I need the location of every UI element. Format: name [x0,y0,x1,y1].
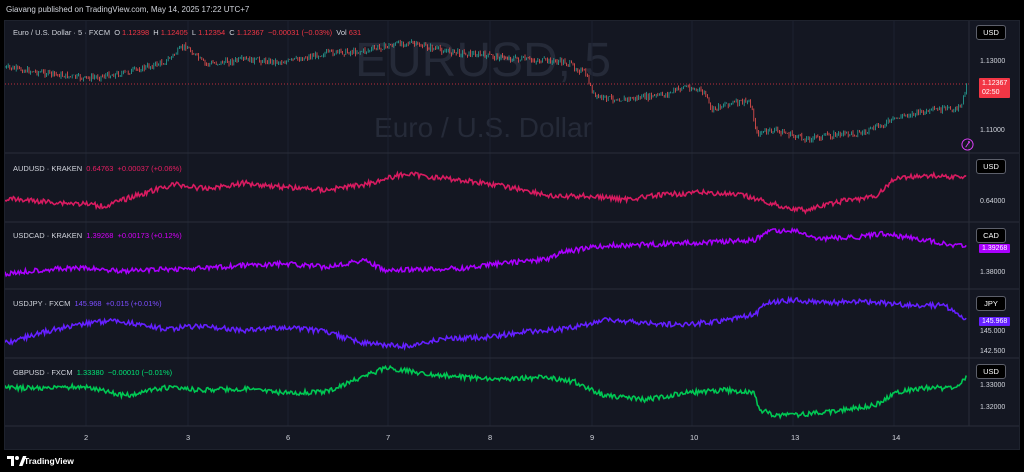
settings-icon[interactable] [961,138,974,151]
last-value: 145.968 [74,299,102,308]
last-value: 1.39268 [86,231,114,240]
last-price-tag-eurusd: 1.12367 02:50 [979,78,1011,98]
time-tick: 14 [892,433,901,442]
footer-bar: TradingView [0,450,1024,472]
price-tick: 142.500 [980,348,1006,355]
change-value: +0.00173 (+0.12%) [117,231,182,240]
watermark-description: Euro / U.S. Dollar [374,112,592,143]
change-value: −0.00010 (−0.01%) [107,368,173,377]
time-tick: 13 [791,433,800,442]
legend-title: GBPUSD · FXCM [13,368,73,377]
price-line-aud [5,170,967,215]
published-info: Giavang published on TradingView.com, Ma… [6,5,250,14]
price-tick: 1.32000 [980,404,1006,411]
close-value: 1.12367 [236,28,264,37]
open-label: O [114,28,121,37]
price-tick: 1.13000 [980,58,1006,65]
legend-title: Euro / U.S. Dollar · 5 · FXCM [13,28,111,37]
currency-unit-audusd[interactable]: USD [976,159,1006,174]
time-tick: 6 [286,433,291,442]
close-label: C [229,28,235,37]
legend-usdcad[interactable]: USDCAD · KRAKEN 1.39268 +0.00173 (+0.12%… [13,231,184,240]
price-line-jpy [5,295,967,352]
last-price-tag-usdcad: 1.39268 [979,244,1011,253]
legend-title: AUDUSD · KRAKEN [13,164,83,173]
low-value: 1.12354 [198,28,226,37]
brand-name: TradingView [24,456,74,466]
low-label: L [191,28,197,37]
change-value: +0.015 (+0.01%) [105,299,162,308]
time-tick: 10 [690,433,699,442]
time-tick: 8 [488,433,493,442]
time-tick: 7 [386,433,391,442]
change-value: +0.00037 (+0.06%) [117,164,182,173]
price-line-cad [5,226,967,278]
time-tick: 9 [590,433,595,442]
change-value: −0.00031 (−0.03%) [267,28,333,37]
legend-title: USDJPY · FXCM [13,299,71,308]
price-tick: 1.11000 [980,127,1005,134]
price-tick: 1.38000 [980,269,1006,276]
open-value: 1.12398 [122,28,150,37]
price-tick: 1.33000 [980,382,1006,389]
top-bar: Giavang published on TradingView.com, Ma… [0,0,1024,20]
legend-gbpusd[interactable]: GBPUSD · FXCM 1.33380 −0.00010 (−0.01%) [13,368,174,377]
price-tick: 145.000 [980,328,1006,335]
watermark-symbol: EURUSD, 5 [355,34,611,87]
legend-audusd[interactable]: AUDUSD · KRAKEN 0.64763 +0.00037 (+0.06%… [13,164,184,173]
legend-eurusd[interactable]: Euro / U.S. Dollar · 5 · FXCM O 1.12398 H… [13,28,363,37]
volume-label: Vol [336,28,347,37]
chart-area[interactable]: EURUSD, 5 Euro / U.S. Dollar Euro / U.S. … [4,20,1020,450]
currency-unit-eurusd[interactable]: USD [976,25,1006,40]
price-tick: 0.64000 [980,198,1006,205]
last-price-tag-usdjpy: 145.968 [979,317,1011,326]
high-label: H [153,28,159,37]
legend-title: USDCAD · KRAKEN [13,231,83,240]
last-value: 0.64763 [86,164,114,173]
currency-unit-gbpusd[interactable]: USD [976,364,1006,379]
last-price: 1.12367 [982,80,1008,87]
currency-unit-usdcad[interactable]: CAD [976,228,1006,243]
tradingview-logo-icon[interactable] [7,455,29,467]
volume-value: 631 [348,28,362,37]
last-value: 1.33380 [76,368,104,377]
bar-countdown: 02:50 [982,89,1000,96]
time-tick: 3 [186,433,191,442]
currency-unit-usdjpy[interactable]: JPY [976,296,1006,311]
high-value: 1.12405 [160,28,188,37]
candlestick-series [5,39,967,143]
legend-usdjpy[interactable]: USDJPY · FXCM 145.968 +0.015 (+0.01%) [13,299,164,308]
chart-canvas[interactable]: EURUSD, 5 Euro / U.S. Dollar [5,21,1020,450]
price-line-gbp [5,364,967,420]
time-tick: 2 [84,433,89,442]
